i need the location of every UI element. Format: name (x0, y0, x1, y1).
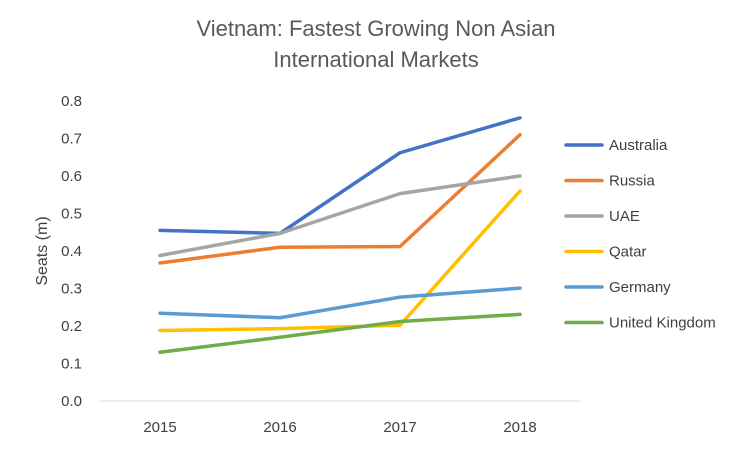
series-line-uae (158, 174, 522, 258)
y-tick-label: 0.0 (61, 393, 82, 410)
chart-title-line-1: Vietnam: Fastest Growing Non Asian (196, 16, 555, 41)
y-tick-label: 0.3 (61, 281, 82, 298)
y-tick-label: 0.7 (61, 131, 82, 148)
legend-label-germany: Germany (609, 279, 671, 296)
chart-title-line-2: International Markets (273, 47, 478, 72)
y-axis-ticks: 0.0 0.1 0.2 0.3 0.4 0.5 0.6 0.7 0.8 (61, 93, 82, 410)
x-tick-label: 2015 (143, 419, 176, 436)
y-tick-label: 0.6 (61, 168, 82, 185)
series-line-qatar (158, 189, 522, 333)
y-tick-label: 0.8 (61, 93, 82, 110)
y-tick-label: 0.1 (61, 356, 82, 373)
legend-label-qatar: Qatar (609, 244, 647, 261)
y-axis-title: Seats (m) (34, 216, 51, 285)
series-layer (158, 116, 522, 354)
series-line-australia (158, 116, 522, 236)
series-line-russia (158, 133, 522, 265)
legend: Australia Russia UAE Qatar Germany United Kin… (564, 137, 716, 332)
series-line-united-kingdom (158, 312, 522, 354)
x-tick-label: 2018 (503, 419, 536, 436)
legend-label-australia: Australia (609, 137, 668, 154)
y-tick-label: 0.2 (61, 318, 82, 335)
x-axis-ticks: 2015 2016 2017 2018 (143, 419, 536, 436)
x-tick-label: 2017 (383, 419, 416, 436)
legend-label-russia: Russia (609, 173, 656, 190)
x-tick-label: 2016 (263, 419, 296, 436)
legend-label-uae: UAE (609, 208, 640, 225)
series-line-germany (158, 286, 522, 320)
legend-label-united-kingdom: United Kingdom (609, 315, 716, 332)
y-tick-label: 0.4 (61, 243, 82, 260)
y-tick-label: 0.5 (61, 206, 82, 223)
